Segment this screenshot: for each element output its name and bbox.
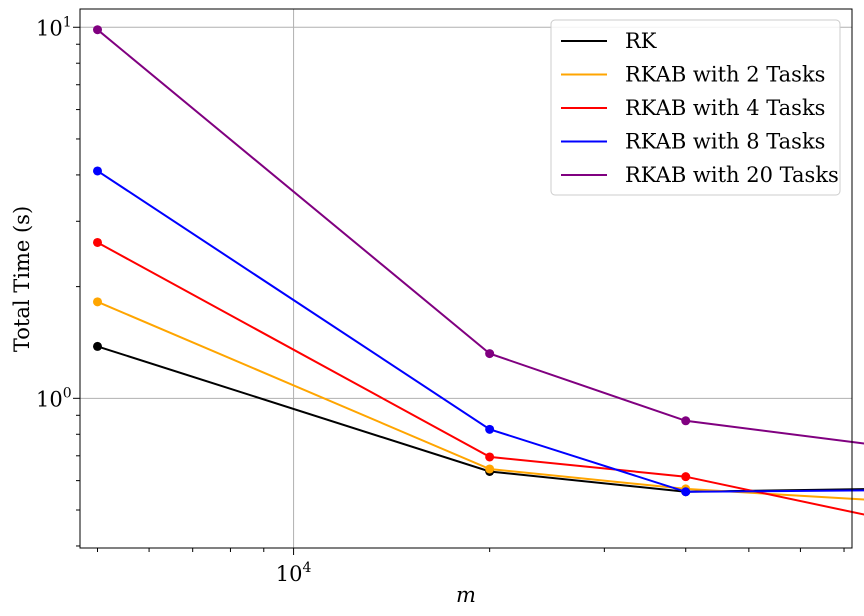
y-tick-label: 100: [36, 385, 72, 411]
data-point: [485, 349, 495, 359]
series-line-1: [97, 300, 864, 501]
series-line-2: [97, 241, 864, 516]
legend-label: RK: [625, 29, 657, 53]
ticks: [73, 26, 845, 555]
data-point: [93, 237, 103, 247]
data-point: [93, 25, 103, 35]
legend-label: RKAB with 2 Tasks: [625, 63, 825, 87]
data-point: [93, 297, 103, 307]
y-axis-title: Total Time (s): [10, 206, 34, 352]
x-axis-title: m: [456, 583, 476, 607]
data-point: [681, 472, 691, 482]
data-point: [93, 341, 103, 351]
tick-labels: 104 100 101: [36, 14, 311, 586]
series-line-4: [96, 28, 864, 445]
data-point: [681, 487, 691, 497]
legend-frame: [550, 19, 841, 196]
data-point: [485, 452, 495, 462]
series-layer: [93, 25, 864, 516]
y-tick-label: 101: [36, 14, 72, 40]
data-point: [681, 416, 691, 426]
data-point: [93, 166, 103, 176]
series-line-3: [96, 170, 864, 493]
legend: RK RKAB with 2 Tasks RKAB with 4 Tasks RKAB…: [550, 19, 841, 196]
plot-frame: [79, 8, 853, 549]
legend-label: RKAB with 4 Tasks: [625, 96, 825, 120]
x-tick-label: 104: [276, 560, 312, 586]
legend-label: RKAB with 20 Tasks: [625, 163, 839, 187]
data-point: [485, 464, 495, 474]
data-point: [485, 424, 495, 434]
legend-label: RKAB with 8 Tasks: [625, 130, 825, 154]
series-line-0: [97, 345, 864, 493]
